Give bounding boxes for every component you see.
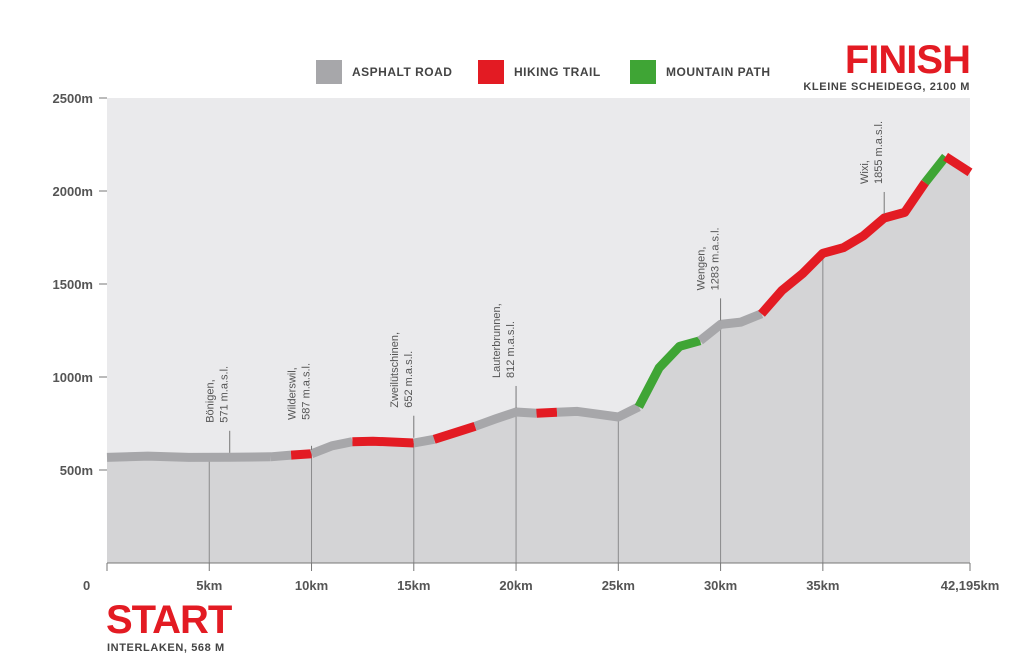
annotation-name: Zweilütschinen,	[389, 332, 401, 408]
km-divider-lines	[208, 253, 824, 563]
legend-item-hiking: HIKING TRAIL	[478, 60, 601, 84]
route-segment-mountain	[634, 336, 702, 409]
legend-item-asphalt: ASPHALT ROAD	[316, 60, 452, 84]
elevation-area	[107, 156, 970, 563]
x-tick-label: 10km	[295, 578, 328, 593]
annotation-label: Wengen, 1283 m.a.s.l.	[696, 227, 722, 290]
x-tick-label: 15km	[397, 578, 430, 593]
y-axis-ticks: 500m 1000m 1500m 2000m 2500m	[53, 91, 107, 478]
route-segment-hiking	[536, 407, 558, 418]
annotation-name: Lauterbrunnen,	[491, 303, 503, 378]
legend-item-mountain: MOUNTAIN PATH	[630, 60, 771, 84]
start-subtitle: INTERLAKEN, 568 M	[107, 642, 225, 654]
annotation-name: Wixi,	[859, 160, 871, 184]
y-tick-label: 1500m	[53, 277, 93, 292]
hiking-swatch	[478, 60, 504, 84]
x-tick-label: 5km	[196, 578, 222, 593]
annotation-label: Bönigen, 571 m.a.s.l.	[205, 366, 231, 423]
route-segment-hiking	[432, 422, 477, 444]
annotation-name: Wilderswil,	[287, 367, 299, 420]
route-segment-asphalt	[556, 402, 641, 422]
x-tick-label: 35km	[806, 578, 839, 593]
waypoint-annotations: Bönigen, 571 m.a.s.l. Wilderswil, 587 m.a.s…	[205, 121, 885, 453]
y-tick-label: 2500m	[53, 91, 93, 106]
route-segment-asphalt	[412, 434, 436, 448]
route-segment-asphalt	[473, 407, 537, 431]
route-segment-hiking	[943, 152, 973, 177]
legend-label-asphalt: ASPHALT ROAD	[352, 65, 453, 79]
x-tick-label: 0	[83, 578, 90, 593]
route-segment-asphalt	[106, 451, 271, 462]
route-segment-asphalt	[270, 450, 292, 462]
route-line	[106, 152, 973, 462]
annotation-label: Zweilütschinen, 652 m.a.s.l.	[389, 332, 415, 408]
route-segment-asphalt	[309, 437, 354, 458]
route-segment-hiking	[352, 436, 414, 448]
annotation-name: Wengen,	[696, 247, 708, 291]
annotation-altitude: 587 m.a.s.l.	[301, 363, 313, 420]
x-tick-label: 42,195km	[941, 578, 1000, 593]
annotation-altitude: 571 m.a.s.l.	[219, 366, 231, 423]
annotation-label: Wixi, 1855 m.a.s.l.	[859, 121, 885, 184]
x-tick-label: 25km	[602, 578, 635, 593]
route-segment-mountain	[921, 153, 950, 186]
annotation-altitude: 652 m.a.s.l.	[403, 351, 415, 408]
x-tick-label: 20km	[499, 578, 532, 593]
legend-label-mountain: MOUNTAIN PATH	[666, 65, 771, 79]
route-segment-asphalt	[697, 309, 764, 345]
start-title: START	[106, 598, 232, 642]
y-tick-label: 2000m	[53, 184, 93, 199]
finish-subtitle: KLEINE SCHEIDEGG, 2100 M	[803, 81, 970, 93]
asphalt-swatch	[316, 60, 342, 84]
finish-title: FINISH	[844, 38, 971, 82]
legend-label-hiking: HIKING TRAIL	[514, 65, 601, 79]
annotation-label: Lauterbrunnen, 812 m.a.s.l.	[491, 303, 517, 378]
annotation-altitude: 812 m.a.s.l.	[505, 321, 517, 378]
mountain-swatch	[630, 60, 656, 84]
annotation-label: Wilderswil, 587 m.a.s.l.	[287, 363, 313, 420]
annotation-name: Bönigen,	[205, 379, 217, 422]
route-segment-hiking	[290, 449, 312, 460]
y-tick-label: 1000m	[53, 370, 93, 385]
x-axis-ticks: 0 5km 10km 15km 20km 25km 30km 35km 42,195km	[83, 563, 999, 593]
y-tick-label: 500m	[60, 463, 93, 478]
x-tick-label: 30km	[704, 578, 737, 593]
annotation-altitude: 1855 m.a.s.l.	[873, 121, 885, 184]
annotation-altitude: 1283 m.a.s.l.	[710, 227, 722, 290]
route-segment-hiking	[758, 180, 929, 317]
